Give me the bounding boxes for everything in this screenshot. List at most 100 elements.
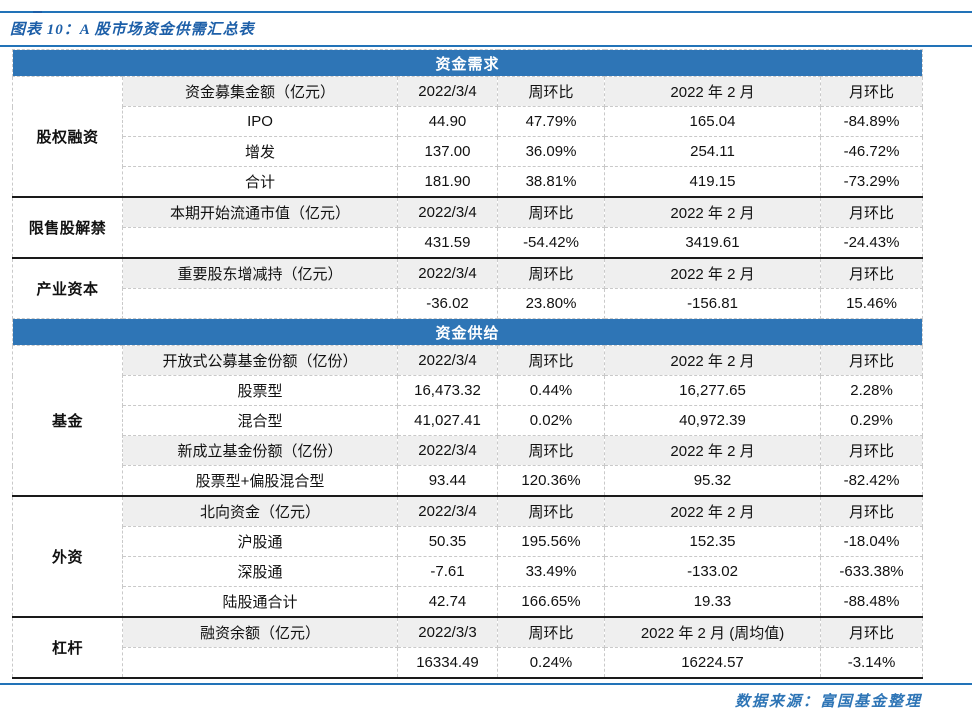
- cell: 2022 年 2 月: [604, 495, 821, 527]
- cell: 16224.57: [604, 647, 821, 679]
- cell: 2022 年 2 月 (周均值): [604, 616, 821, 648]
- data-row: 混合型 41,027.41 0.02% 40,972.39 0.29%: [13, 405, 924, 436]
- data-row: IPO 44.90 47.79% 165.04 -84.89%: [13, 106, 924, 137]
- data-row: 股票型 16,473.32 0.44% 16,277.65 2.28%: [13, 375, 924, 406]
- data-row: 16334.49 0.24% 16224.57 -3.14%: [13, 647, 924, 679]
- cell: 新成立基金份额（亿份）: [122, 435, 398, 466]
- cell: 152.35: [604, 526, 821, 557]
- cell: 月环比: [819, 435, 924, 466]
- cell: -18.04%: [819, 526, 924, 557]
- cell: -73.29%: [819, 166, 924, 198]
- cell: 33.49%: [497, 556, 605, 587]
- cell: 周环比: [497, 495, 605, 527]
- cell: 周环比: [497, 435, 605, 466]
- cell: 沪股通: [122, 526, 398, 557]
- subheader-row: 新成立基金份额（亿份） 2022/3/4 周环比 2022 年 2 月月环比: [13, 435, 924, 466]
- cell: 混合型: [122, 405, 398, 436]
- group-header: 资金供给: [11, 318, 924, 346]
- cell: 深股通: [122, 556, 398, 587]
- data-row: 深股通 -7.61 33.49% -133.02 -633.38%: [13, 556, 924, 587]
- cell: 50.35: [397, 526, 498, 557]
- cell: 月环比: [819, 196, 924, 228]
- section-label: 股权融资: [12, 76, 123, 198]
- cell: 120.36%: [497, 465, 605, 497]
- cell: 月环比: [819, 257, 924, 289]
- cell: 周环比: [497, 76, 605, 107]
- title-divider-rule: [0, 45, 972, 47]
- data-row: -36.02 23.80% -156.81 15.46%: [13, 288, 924, 319]
- section-label: 限售股解禁: [12, 196, 123, 259]
- cell: 陆股通合计: [122, 586, 398, 618]
- data-row: 沪股通 50.35 195.56% 152.35 -18.04%: [13, 526, 924, 557]
- cell: 15.46%: [819, 288, 924, 319]
- cell: 合计: [122, 166, 398, 198]
- section-label: 杠杆: [12, 616, 123, 679]
- cell: 16,277.65: [604, 375, 821, 406]
- section-label: 外资: [12, 495, 123, 618]
- data-row: 陆股通合计 42.74 166.65% 19.33 -88.48%: [13, 586, 924, 618]
- cell: 0.24%: [497, 647, 605, 679]
- cell: 2022/3/4: [397, 495, 498, 527]
- cell: 42.74: [397, 586, 498, 618]
- cell: 40,972.39: [604, 405, 821, 436]
- cell: 重要股东增减持（亿元）: [122, 257, 398, 289]
- cell: 资金募集金额（亿元）: [122, 76, 398, 107]
- group-header-row: 资金需求: [11, 49, 924, 77]
- subheader-row: 股权融资 资金募集金额（亿元） 2022/3/4 周环比 2022 年 2 月月环比: [12, 76, 924, 198]
- cell: 股票型: [122, 375, 398, 406]
- cell: 月环比: [819, 76, 924, 107]
- cell: -133.02: [604, 556, 821, 587]
- cell: 2022 年 2 月: [604, 435, 821, 466]
- cell: 周环比: [497, 616, 605, 648]
- cell: -46.72%: [819, 136, 924, 167]
- data-source-note: 数据来源：富国基金整理: [734, 694, 922, 710]
- cell: 北向资金（亿元）: [122, 495, 398, 527]
- cell: -88.48%: [819, 586, 924, 618]
- cell: 2.28%: [819, 375, 924, 406]
- cell: 2022 年 2 月: [604, 257, 821, 289]
- figure-title: 图表 10：A 股市场资金供需汇总表: [10, 22, 255, 38]
- bottom-rule: [0, 683, 972, 685]
- subheader-row: 外资 北向资金（亿元） 2022/3/4 周环比 2022 年 2 月月环比: [12, 495, 924, 618]
- cell: 19.33: [604, 586, 821, 618]
- cell: 0.29%: [819, 405, 924, 436]
- capital-supply-demand-table: 资金需求 股权融资 资金募集金额（亿元） 2022/3/4 周环比 2022 年 2 月月…: [11, 49, 924, 679]
- cell: 23.80%: [497, 288, 605, 319]
- cell: 95.32: [604, 465, 821, 497]
- cell: -84.89%: [819, 106, 924, 137]
- data-row: 431.59 -54.42% 3419.61 -24.43%: [13, 227, 924, 259]
- table-body: 资金需求 股权融资 资金募集金额（亿元） 2022/3/4 周环比 2022 年 2 月月…: [11, 49, 924, 679]
- cell: 254.11: [604, 136, 821, 167]
- cell: 月环比: [819, 495, 924, 527]
- group-header: 资金需求: [11, 49, 924, 77]
- cell: 431.59: [397, 227, 498, 259]
- cell: 周环比: [497, 257, 605, 289]
- cell: 166.65%: [497, 586, 605, 618]
- cell: 41,027.41: [397, 405, 498, 436]
- cell: 16,473.32: [397, 375, 498, 406]
- cell: 2022/3/3: [397, 616, 498, 648]
- page-edge-artifact: [33, 11, 42, 13]
- cell: [122, 227, 398, 259]
- cell: 月环比: [819, 616, 924, 648]
- subheader-row: 限售股解禁 本期开始流通市值（亿元） 2022/3/4 周环比 2022 年 2 月月环…: [12, 196, 924, 259]
- cell: 2022 年 2 月: [604, 345, 821, 376]
- cell: 月环比: [819, 345, 924, 376]
- cell: -7.61: [397, 556, 498, 587]
- cell: 增发: [122, 136, 398, 167]
- cell: 93.44: [397, 465, 498, 497]
- cell: 2022/3/4: [397, 76, 498, 107]
- cell: IPO: [122, 106, 398, 137]
- cell: -82.42%: [819, 465, 924, 497]
- cell: 195.56%: [497, 526, 605, 557]
- cell: 0.44%: [497, 375, 605, 406]
- cell: -633.38%: [819, 556, 924, 587]
- cell: 3419.61: [604, 227, 821, 259]
- cell: 2022/3/4: [397, 257, 498, 289]
- cell: 137.00: [397, 136, 498, 167]
- cell: 2022 年 2 月: [604, 76, 821, 107]
- cell: 165.04: [604, 106, 821, 137]
- cell: -54.42%: [497, 227, 605, 259]
- cell: [122, 647, 398, 679]
- cell: 16334.49: [397, 647, 498, 679]
